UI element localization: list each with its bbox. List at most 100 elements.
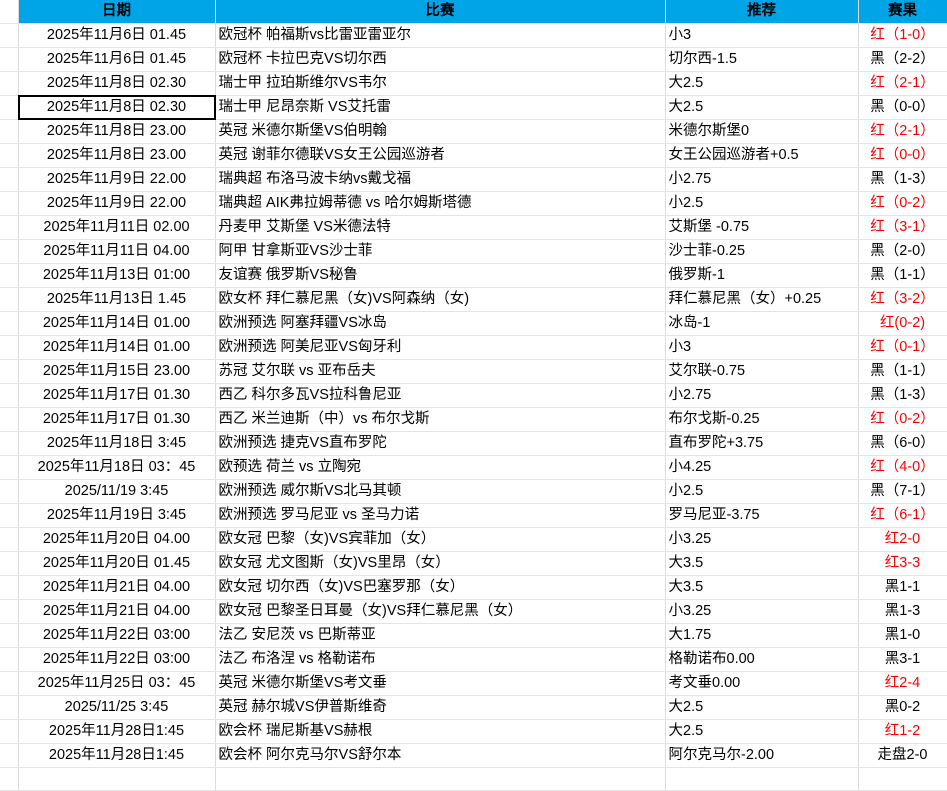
cell-match[interactable]: 英冠 米德尔斯堡VS伯明翰	[215, 119, 666, 144]
cell-match[interactable]: 西乙 米兰迪斯（中）vs 布尔戈斯	[215, 407, 666, 432]
cell-tip[interactable]: 大2.5	[665, 719, 859, 744]
cell-match[interactable]: 欧洲预选 罗马尼亚 vs 圣马力诺	[215, 503, 666, 528]
cell-result[interactable]: 红（4-0）	[858, 455, 947, 480]
cell-result[interactable]: 红（3-2）	[858, 287, 947, 312]
cell-tip[interactable]	[665, 767, 859, 791]
cell-tip[interactable]: 沙士菲-0.25	[665, 239, 859, 264]
cell-result[interactable]: 红（0-2）	[858, 191, 947, 216]
cell-tip[interactable]: 大2.5	[665, 71, 859, 96]
cell-date[interactable]: 2025年11月6日 01.45	[18, 23, 216, 48]
cell-tip[interactable]: 艾斯堡 -0.75	[665, 215, 859, 240]
row-gutter-cell[interactable]	[0, 191, 19, 216]
cell-date[interactable]: 2025年11月11日 02.00	[18, 215, 216, 240]
cell-match[interactable]: 英冠 米德尔斯堡VS考文垂	[215, 671, 666, 696]
row-gutter-cell[interactable]	[0, 407, 19, 432]
cell-result[interactable]: 黑1-1	[858, 575, 947, 600]
cell-match[interactable]: 欧女冠 切尔西（女)VS巴塞罗那（女）	[215, 575, 666, 600]
row-gutter-cell[interactable]	[0, 767, 19, 791]
cell-result[interactable]: 黑1-3	[858, 599, 947, 624]
row-gutter-cell[interactable]	[0, 143, 19, 168]
cell-date[interactable]: 2025年11月9日 22.00	[18, 191, 216, 216]
cell-match[interactable]: 欧洲预选 阿塞拜疆VS冰岛	[215, 311, 666, 336]
cell-match[interactable]: 阿甲 甘拿斯亚VS沙士菲	[215, 239, 666, 264]
cell-date[interactable]: 2025年11月20日 01.45	[18, 551, 216, 576]
cell-date[interactable]: 2025年11月19日 3:45	[18, 503, 216, 528]
row-gutter-cell[interactable]	[0, 215, 19, 240]
cell-tip[interactable]: 小2.5	[665, 191, 859, 216]
cell-result[interactable]: 黑（7-1）	[858, 479, 947, 504]
row-gutter-cell[interactable]	[0, 647, 19, 672]
row-gutter-cell[interactable]	[0, 23, 19, 48]
cell-result[interactable]: 红（2-1）	[858, 119, 947, 144]
cell-date[interactable]: 2025年11月15日 23.00	[18, 359, 216, 384]
cell-date[interactable]: 2025年11月6日 01.45	[18, 47, 216, 72]
cell-date[interactable]: 2025年11月17日 01.30	[18, 407, 216, 432]
cell-match[interactable]: 欧洲预选 威尔斯VS北马其顿	[215, 479, 666, 504]
row-gutter-cell[interactable]	[0, 47, 19, 72]
cell-match[interactable]: 瑞典超 AIK弗拉姆蒂德 vs 哈尔姆斯塔德	[215, 191, 666, 216]
cell-result[interactable]: 黑3-1	[858, 647, 947, 672]
cell-match[interactable]: 欧女冠 巴黎（女)VS宾菲加（女）	[215, 527, 666, 552]
column-header-tip[interactable]: 推荐	[665, 0, 859, 24]
cell-date[interactable]: 2025年11月11日 04.00	[18, 239, 216, 264]
cell-tip[interactable]: 考文垂0.00	[665, 671, 859, 696]
cell-tip[interactable]: 大1.75	[665, 623, 859, 648]
cell-match[interactable]: 瑞典超 布洛马波卡纳vs戴戈福	[215, 167, 666, 192]
cell-result[interactable]: 红（0-0）	[858, 143, 947, 168]
row-gutter-cell[interactable]	[0, 455, 19, 480]
cell-tip[interactable]: 小3.25	[665, 527, 859, 552]
cell-result[interactable]: 黑（1-1）	[858, 263, 947, 288]
cell-date[interactable]: 2025年11月17日 01.30	[18, 383, 216, 408]
row-gutter-cell[interactable]	[0, 527, 19, 552]
cell-tip[interactable]: 大3.5	[665, 551, 859, 576]
cell-result[interactable]: 走盘2-0	[858, 743, 947, 768]
cell-tip[interactable]: 切尔西-1.5	[665, 47, 859, 72]
cell-date[interactable]: 2025年11月8日 02.30	[17, 94, 216, 120]
cell-match[interactable]: 苏冠 艾尔联 vs 亚布岳夫	[215, 359, 666, 384]
cell-result[interactable]: 黑（2-2）	[858, 47, 947, 72]
row-gutter-cell[interactable]	[0, 167, 19, 192]
cell-tip[interactable]: 小2.75	[665, 167, 859, 192]
row-gutter-cell[interactable]	[0, 719, 19, 744]
cell-match[interactable]: 欧冠杯 帕福斯vs比雷亚雷亚尔	[215, 23, 666, 48]
cell-date[interactable]: 2025年11月22日 03:00	[18, 647, 216, 672]
row-gutter-cell[interactable]	[0, 287, 19, 312]
cell-date[interactable]: 2025年11月9日 22.00	[18, 167, 216, 192]
cell-date[interactable]: 2025年11月14日 01.00	[18, 335, 216, 360]
cell-tip[interactable]: 小3.25	[665, 599, 859, 624]
cell-match[interactable]: 丹麦甲 艾斯堡 VS米德法特	[215, 215, 666, 240]
row-gutter-cell[interactable]	[0, 599, 19, 624]
cell-result[interactable]: 红（6-1）	[858, 503, 947, 528]
cell-result[interactable]: 红（3-1）	[858, 215, 947, 240]
cell-date[interactable]: 2025年11月18日 03：45	[18, 455, 216, 480]
cell-date[interactable]: 2025年11月21日 04.00	[18, 599, 216, 624]
cell-date[interactable]: 2025/11/19 3:45	[18, 479, 216, 504]
row-gutter-cell[interactable]	[0, 551, 19, 576]
row-gutter-cell[interactable]	[0, 335, 19, 360]
cell-result[interactable]: 红(0-2)	[858, 311, 947, 336]
cell-result[interactable]: 黑（6-0）	[858, 431, 947, 456]
cell-date[interactable]: 2025年11月8日 02.30	[18, 71, 216, 96]
cell-match[interactable]: 欧会杯 瑞尼斯基VS赫根	[215, 719, 666, 744]
cell-match[interactable]: 欧冠杯 卡拉巴克VS切尔西	[215, 47, 666, 72]
cell-result[interactable]: 黑（1-3）	[858, 167, 947, 192]
cell-tip[interactable]: 小2.5	[665, 479, 859, 504]
row-gutter-cell[interactable]	[0, 311, 19, 336]
cell-result[interactable]: 红2-0	[858, 527, 947, 552]
row-gutter-cell[interactable]	[0, 383, 19, 408]
cell-date[interactable]: 2025年11月8日 23.00	[18, 119, 216, 144]
cell-tip[interactable]: 拜仁慕尼黑（女）+0.25	[665, 287, 859, 312]
cell-result[interactable]: 红（0-2）	[858, 407, 947, 432]
cell-match[interactable]: 瑞士甲 尼昂奈斯 VS艾托雷	[215, 95, 666, 120]
cell-tip[interactable]: 罗马尼亚-3.75	[665, 503, 859, 528]
cell-tip[interactable]: 布尔戈斯-0.25	[665, 407, 859, 432]
cell-tip[interactable]: 米德尔斯堡0	[665, 119, 859, 144]
cell-match[interactable]: 欧洲预选 捷克VS直布罗陀	[215, 431, 666, 456]
cell-result[interactable]: 黑0-2	[858, 695, 947, 720]
cell-match[interactable]: 欧女冠 巴黎圣日耳曼（女)VS拜仁慕尼黑（女）	[215, 599, 666, 624]
cell-result[interactable]: 红（1-0）	[858, 23, 947, 48]
cell-tip[interactable]: 小4.25	[665, 455, 859, 480]
row-gutter-cell[interactable]	[0, 359, 19, 384]
cell-match[interactable]: 西乙 科尔多瓦VS拉科鲁尼亚	[215, 383, 666, 408]
cell-match[interactable]: 欧女杯 拜仁慕尼黑（女)VS阿森纳（女)	[215, 287, 666, 312]
